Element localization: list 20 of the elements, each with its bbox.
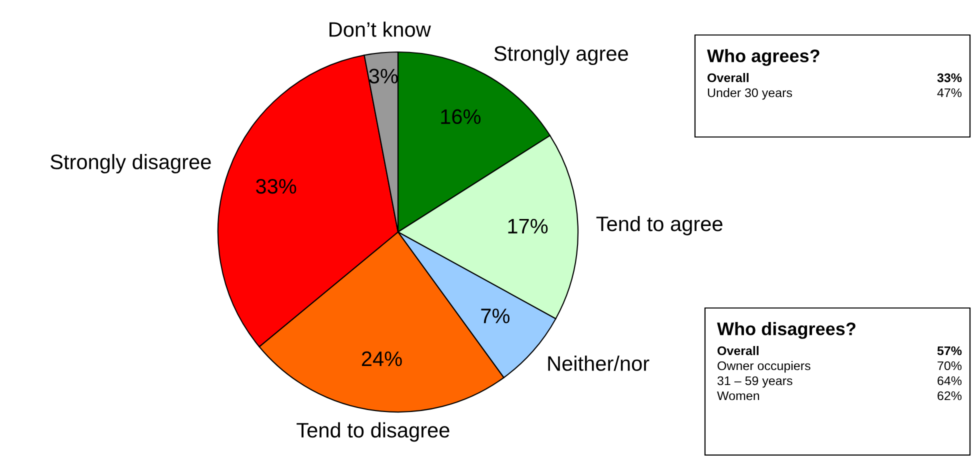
text: Women 62%	[717, 391, 962, 400]
slice-label: Strongly agree	[494, 46, 628, 66]
data-label: 16%	[441, 109, 481, 124]
slice-label: Don’t know	[330, 22, 431, 37]
data-label: 17%	[508, 218, 548, 234]
text: Overall 33%	[708, 73, 962, 82]
text: 31 – 59 years 64%	[717, 376, 962, 388]
data-label: 24%	[362, 351, 402, 366]
text: Owner occupiers 70%	[718, 361, 962, 373]
text: Who disagrees?	[717, 322, 856, 339]
data-label: 7%	[481, 308, 510, 324]
text: Who agrees?	[707, 49, 820, 66]
slice-label: Tend to agree	[596, 216, 722, 236]
text: Overall 57%	[718, 346, 962, 356]
data-label: 33%	[256, 178, 296, 194]
slice-label: Neither/nor	[548, 356, 650, 371]
slice-label: Strongly disagree	[50, 154, 211, 174]
data-label: 3%	[369, 68, 398, 84]
text: Under 30 years 47%	[708, 88, 962, 100]
slice-label: Tend to disagree	[296, 422, 450, 442]
